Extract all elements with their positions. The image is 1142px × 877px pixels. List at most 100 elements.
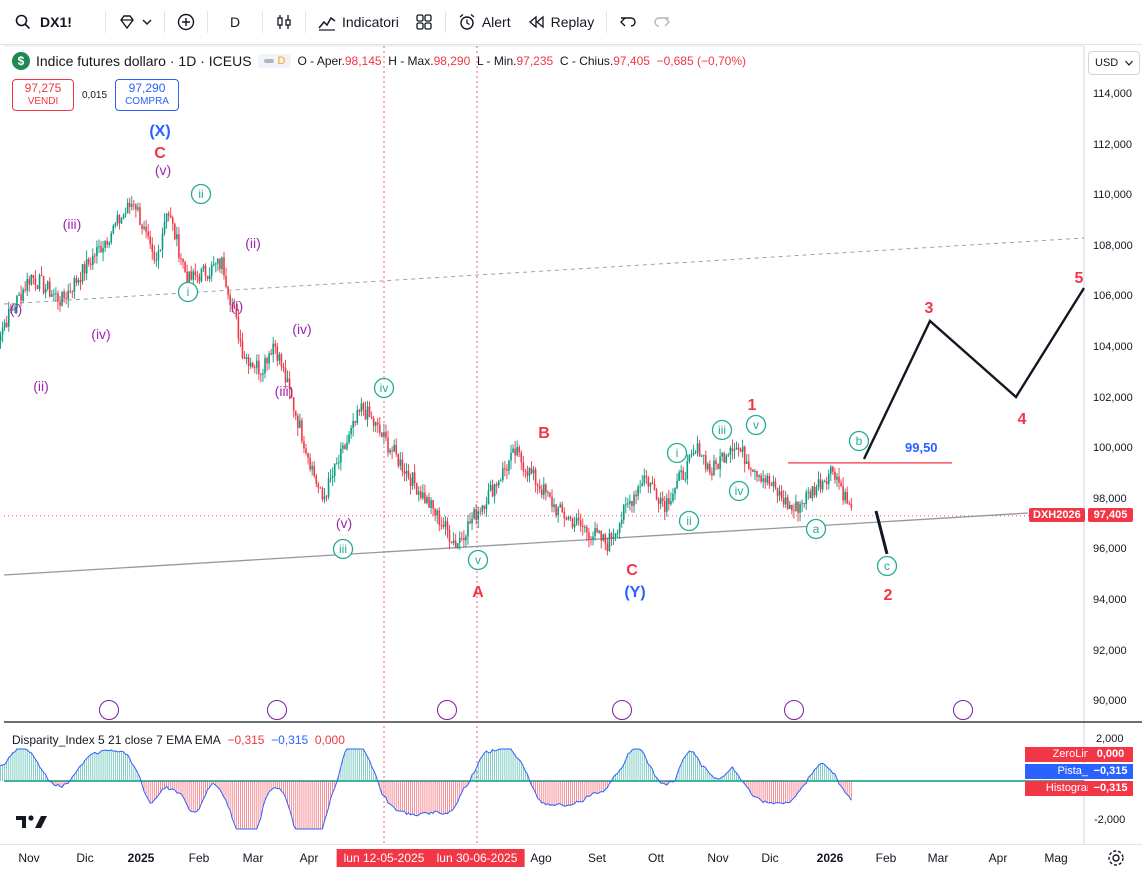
- time-highlight-label: lun 12-05-2025: [336, 849, 432, 867]
- candle-body: [424, 492, 426, 504]
- candle-body: [1, 327, 4, 335]
- candle-body: [120, 218, 123, 224]
- candle-body: [610, 533, 613, 540]
- candle-body: [188, 271, 190, 286]
- candle-body: [639, 485, 641, 487]
- candle-body: [643, 475, 646, 484]
- candle-body: [729, 448, 732, 455]
- candle-body: [315, 475, 318, 484]
- redo-button[interactable]: [645, 6, 679, 38]
- candle-body: [235, 308, 238, 318]
- top-toolbar: DX1! D Indicatori: [0, 0, 1142, 45]
- replay-marker-icon[interactable]: [612, 700, 632, 720]
- replay-marker-icon[interactable]: [267, 700, 287, 720]
- time-tick-label: Dic: [76, 851, 94, 865]
- candle-body: [545, 484, 547, 493]
- candle-body: [776, 487, 779, 496]
- candle-body: [229, 295, 231, 306]
- candle-body: [622, 504, 625, 520]
- candle-body: [276, 346, 279, 361]
- sell-button[interactable]: 97,275 VENDI: [12, 79, 74, 111]
- candle-body: [417, 491, 420, 495]
- candle-body: [130, 204, 133, 207]
- interval-button[interactable]: D: [212, 6, 258, 38]
- circled-wave-label: b: [856, 434, 863, 448]
- replay-marker-icon[interactable]: [99, 700, 119, 720]
- candle-body: [81, 264, 84, 282]
- tradingview-logo-icon[interactable]: [16, 813, 48, 831]
- candle-body: [836, 476, 838, 480]
- candle-body: [212, 263, 215, 265]
- candle-body: [98, 246, 100, 248]
- candle-body: [450, 541, 453, 544]
- candle-body: [290, 389, 293, 398]
- candle-body: [284, 368, 287, 383]
- support-trendline: [3, 512, 1029, 576]
- candle-body: [641, 483, 644, 486]
- candle-body: [807, 491, 810, 493]
- candle-body: [448, 529, 451, 542]
- wave-label: (Y): [624, 584, 645, 601]
- circled-wave-marker: [711, 419, 733, 441]
- buy-button[interactable]: 97,290 COMPRA: [115, 79, 180, 111]
- candle-body: [715, 460, 717, 464]
- candle-body: [141, 224, 143, 229]
- settings-gear-icon[interactable]: [1107, 849, 1125, 867]
- candle-body: [756, 470, 758, 477]
- favorites-button[interactable]: [110, 6, 160, 38]
- indicator-legend[interactable]: Disparity_Index 5 21 close 7 EMA EMA −0,…: [12, 733, 345, 747]
- wave-label: B: [538, 425, 550, 442]
- layouts-button[interactable]: [407, 6, 441, 38]
- wave-label: (v): [336, 515, 352, 531]
- candle-body: [178, 234, 180, 259]
- candle-body: [815, 486, 818, 496]
- currency-select[interactable]: USD: [1088, 51, 1140, 75]
- candle-body: [225, 275, 227, 288]
- candle-body: [59, 301, 61, 306]
- candle-body: [686, 461, 689, 480]
- candle-body: [346, 442, 348, 449]
- histogram-value: −0,315: [1088, 781, 1133, 796]
- series-title[interactable]: Indice futures dollaro · 1D · ICEUS: [36, 53, 252, 69]
- candle-body: [672, 493, 674, 501]
- candle-body: [135, 204, 137, 210]
- symbol-search[interactable]: DX1!: [6, 7, 101, 37]
- candle-body: [36, 285, 39, 290]
- trend-lines: 99,50: [3, 237, 1085, 576]
- compare-add-button[interactable]: [169, 6, 203, 38]
- candle-body: [208, 275, 211, 279]
- circled-wave-label: v: [753, 418, 759, 432]
- candle-body: [684, 479, 687, 481]
- replay-marker-icon[interactable]: [437, 700, 457, 720]
- candle-body: [65, 298, 67, 300]
- candle-body: [440, 524, 443, 526]
- candle-body: [434, 508, 436, 516]
- candle-body: [153, 251, 156, 261]
- indicators-label: Indicatori: [342, 14, 399, 30]
- replay-button[interactable]: Replay: [519, 6, 603, 38]
- candle-body: [559, 504, 562, 508]
- alert-button[interactable]: Alert: [450, 6, 519, 38]
- pista-tag: Pista_C: [1025, 764, 1098, 779]
- candle-body: [204, 265, 207, 276]
- candle-body: [446, 521, 449, 530]
- market-status[interactable]: D: [257, 54, 292, 68]
- candle-body: [676, 480, 678, 489]
- time-axis[interactable]: Nov Dic 2025 Feb Mar Apr Ago Set Ott Nov Dic 2026 Fe…: [0, 844, 1142, 877]
- candle-body: [575, 517, 578, 525]
- undo-button[interactable]: [611, 6, 645, 38]
- grid-icon: [415, 13, 433, 31]
- wave-label: (iv): [91, 326, 110, 342]
- replay-marker-icon[interactable]: [784, 700, 804, 720]
- wave-label: 5: [1075, 270, 1084, 287]
- open-value: 98,145: [344, 54, 382, 68]
- replay-marker-icon[interactable]: [953, 700, 973, 720]
- candle-body: [354, 420, 357, 423]
- chart-type-button[interactable]: [267, 6, 301, 38]
- candle-body: [657, 499, 660, 504]
- indicators-button[interactable]: Indicatori: [310, 6, 407, 38]
- candle-body: [338, 462, 340, 464]
- candle-body: [584, 526, 586, 528]
- circled-wave-marker: [678, 510, 700, 532]
